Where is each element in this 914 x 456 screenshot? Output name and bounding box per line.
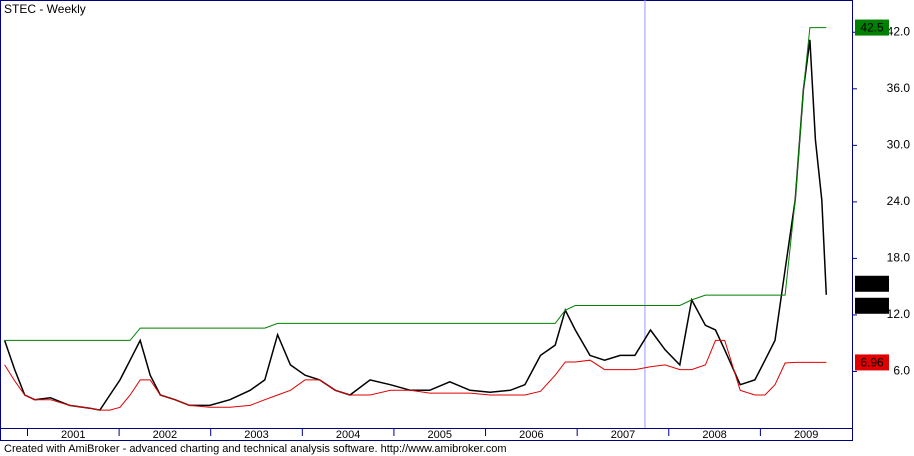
end-label-box: [855, 297, 889, 314]
end-label: 42.5: [860, 21, 884, 35]
end-label: 14.14: [857, 299, 887, 313]
x-tick-label: 2003: [244, 429, 268, 441]
x-tick-label: 2009: [794, 429, 818, 441]
end-label-box: [855, 275, 889, 292]
y-tick-label: 6.0: [893, 364, 910, 378]
y-tick-label: 36.0: [887, 81, 911, 95]
end-label: 6.96: [860, 356, 884, 370]
x-tick-label: 2005: [427, 429, 451, 441]
series-line: [3, 39, 828, 411]
series-line: [4, 339, 827, 411]
y-tick-label: 30.0: [887, 138, 911, 152]
series-line: [4, 27, 827, 341]
plot-frame: [0, 0, 853, 441]
end-label-box: [855, 354, 889, 371]
footer: Created with AmiBroker - advanced charti…: [4, 443, 507, 455]
x-tick-label: 2006: [519, 429, 543, 441]
y-tick-label: 18.0: [887, 251, 911, 265]
x-tick-label: 2004: [336, 429, 360, 441]
y-tick-label: 42.0: [887, 24, 911, 38]
y-tick-label: 12.0: [887, 307, 911, 321]
x-tick-label: 2001: [61, 429, 85, 441]
x-tick-label: 2007: [611, 429, 635, 441]
x-tick-label: 2008: [702, 429, 726, 441]
end-label: 14.14: [857, 277, 887, 291]
chart-title: STEC - Weekly: [4, 2, 86, 16]
x-tick-label: 2002: [153, 429, 177, 441]
end-label-box: [855, 19, 889, 36]
y-tick-label: 24.0: [887, 194, 911, 208]
